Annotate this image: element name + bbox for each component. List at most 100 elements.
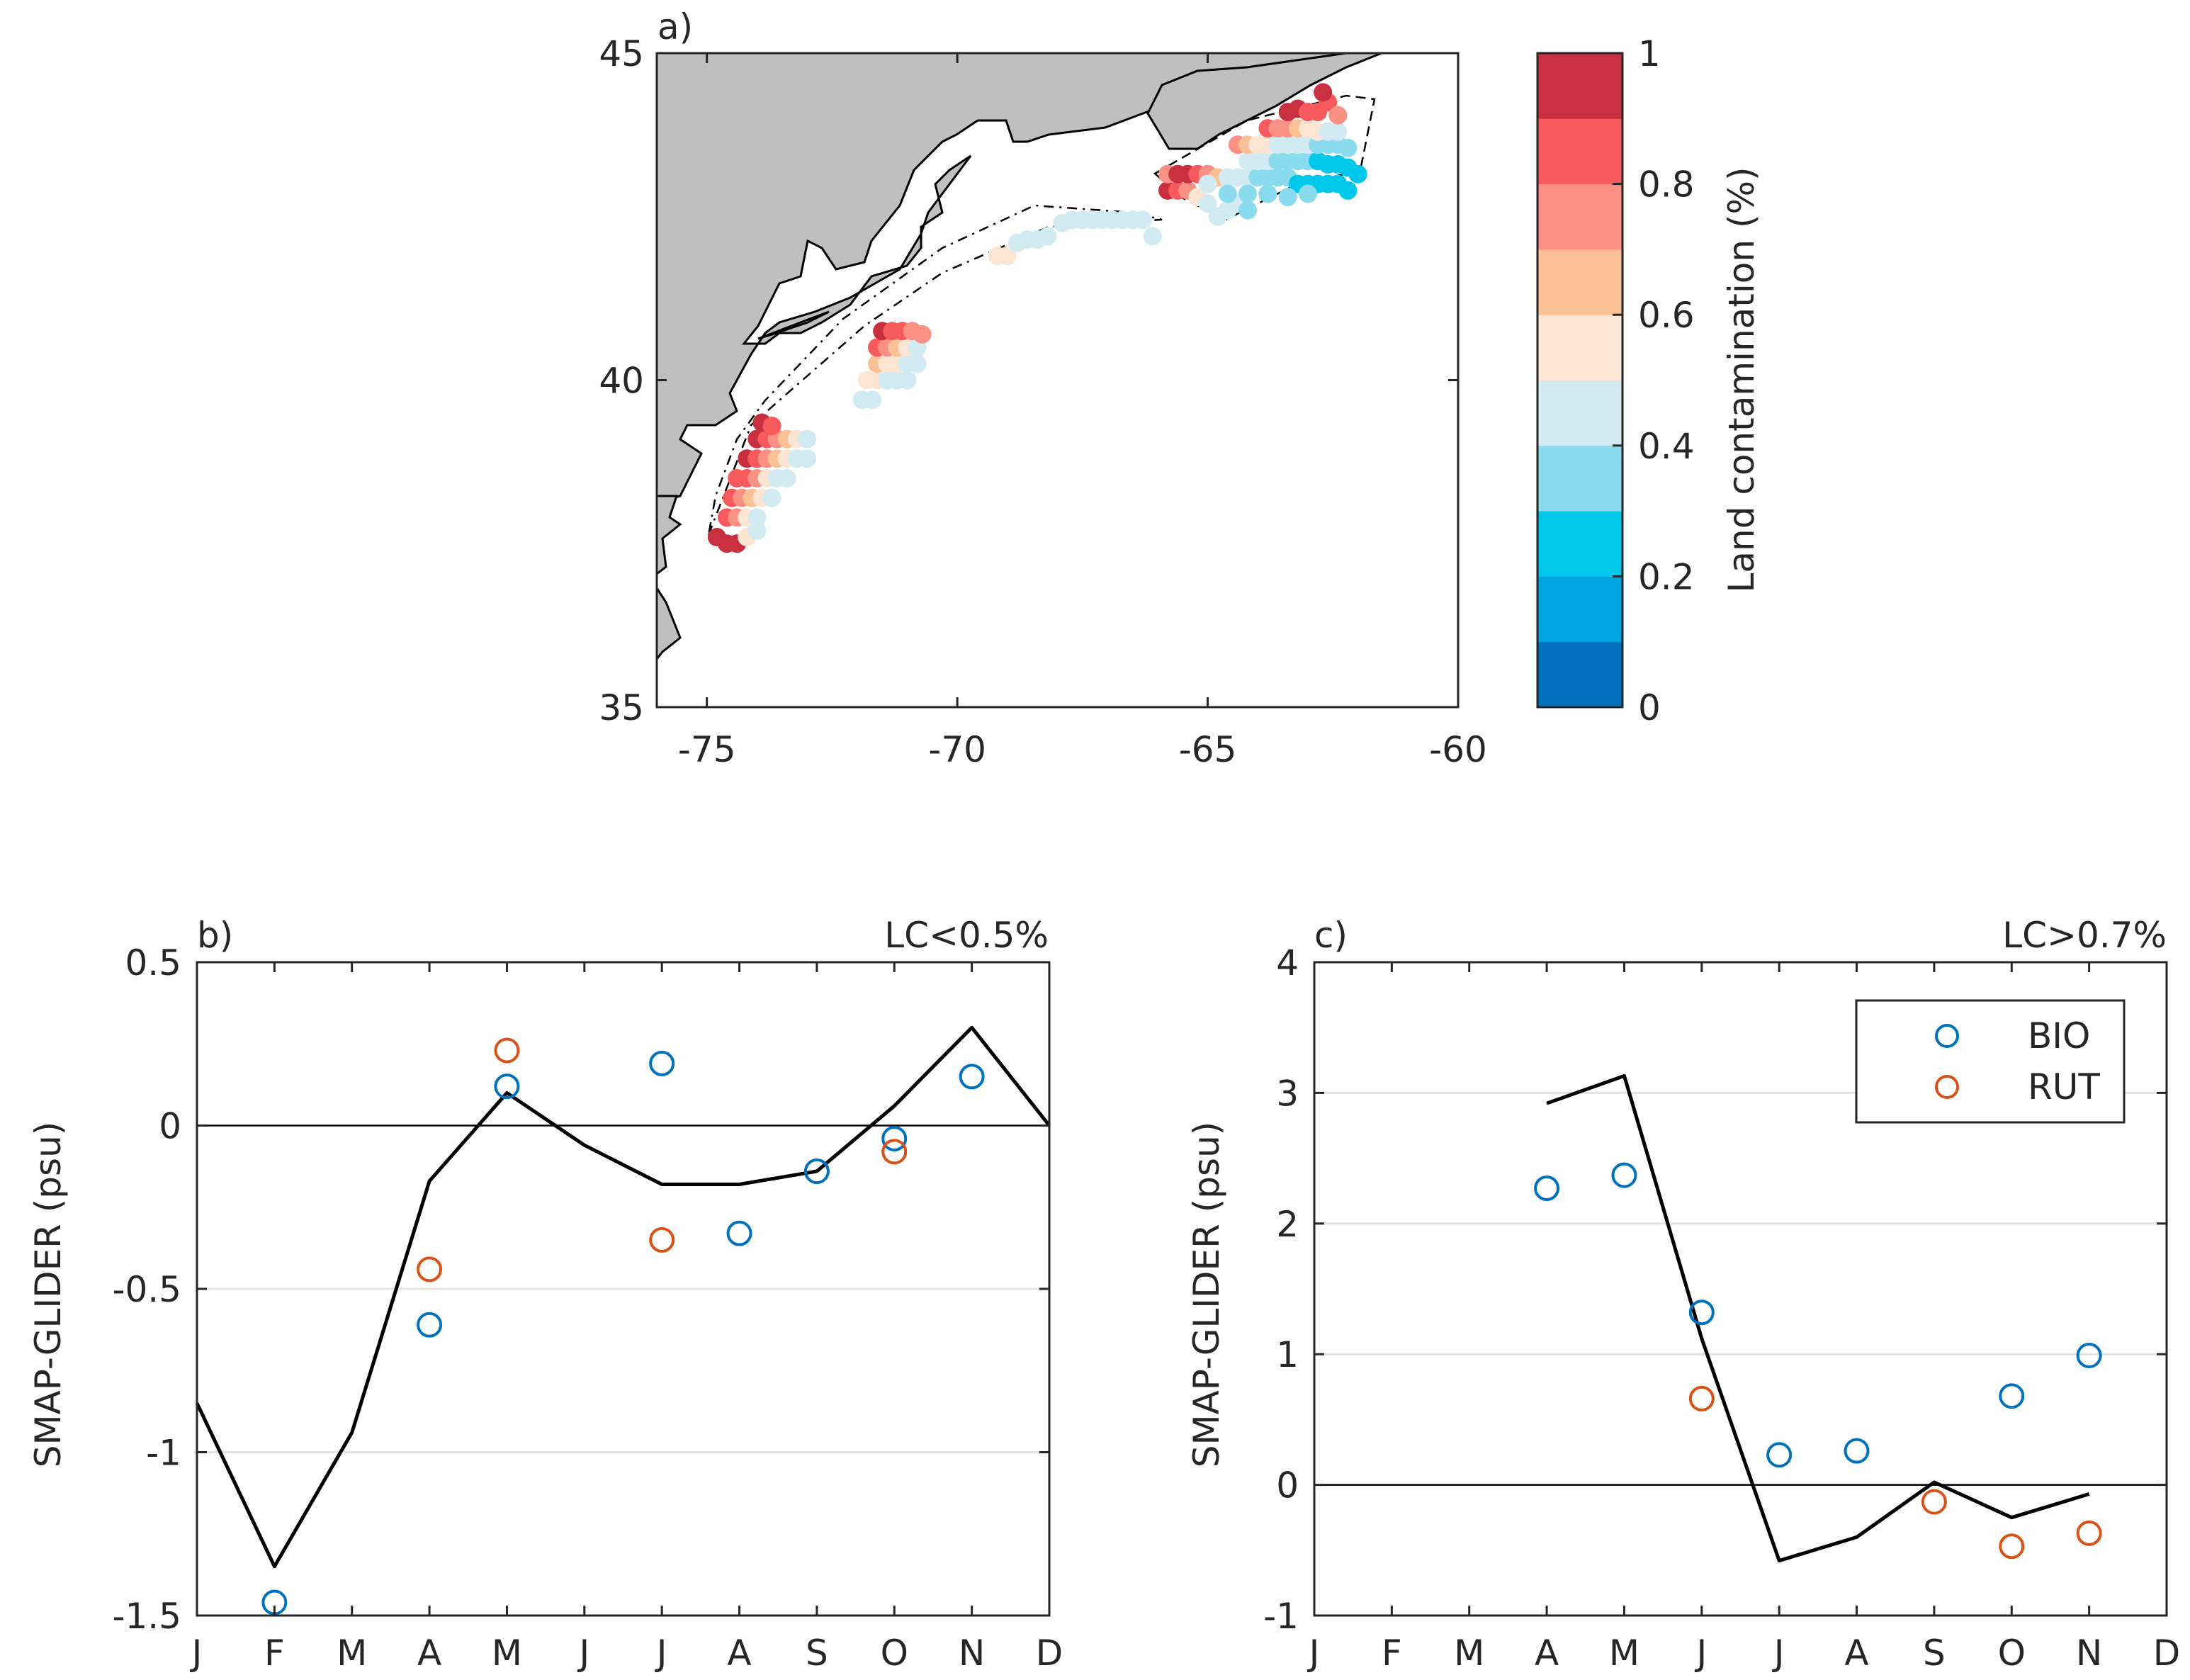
panel-c-line-series bbox=[1546, 1073, 2090, 1563]
lc-point bbox=[1198, 174, 1217, 193]
legend-rut-marker bbox=[1935, 1075, 1959, 1099]
x-tick-label: J bbox=[1307, 1633, 1320, 1674]
lc-point bbox=[762, 488, 781, 507]
monthly-mean-line bbox=[1546, 1073, 2090, 1563]
colorbar-tick-label: 0.2 bbox=[1638, 556, 1695, 597]
legend-bio-label: BIO bbox=[2028, 1015, 2090, 1056]
lc-point bbox=[1278, 188, 1297, 207]
colorbar-swatch bbox=[1537, 315, 1622, 380]
land-nova-scotia bbox=[1146, 53, 1382, 150]
land-contamination-points bbox=[707, 83, 1367, 553]
x-tick-label: A bbox=[1844, 1633, 1868, 1674]
lc-point bbox=[1328, 122, 1348, 141]
land-delmarva bbox=[657, 586, 682, 661]
x-tick-label: N bbox=[2076, 1633, 2102, 1674]
y-tick-label: 0 bbox=[1276, 1465, 1299, 1506]
lc-point bbox=[762, 417, 781, 436]
x-tick-label: M bbox=[337, 1633, 367, 1674]
y-tick-label: 4 bbox=[1276, 942, 1299, 983]
land-long-island bbox=[757, 310, 830, 340]
lc-point bbox=[862, 390, 881, 410]
lc-point bbox=[1238, 184, 1258, 203]
bio-marker bbox=[2076, 1343, 2102, 1369]
bio-marker bbox=[803, 1158, 830, 1185]
panel-b-annotation: LC<0.5% bbox=[884, 915, 1049, 956]
panel-b-line-series bbox=[195, 1025, 1051, 1569]
map-y-tick-label: 45 bbox=[599, 33, 644, 74]
bio-marker bbox=[1766, 1442, 1793, 1468]
x-tick-label: J bbox=[1772, 1633, 1785, 1674]
lc-point bbox=[1038, 227, 1057, 246]
lc-point bbox=[798, 429, 817, 449]
lc-point bbox=[1298, 184, 1317, 203]
x-tick-label: A bbox=[727, 1633, 751, 1674]
map-x-tick-label: -65 bbox=[1179, 729, 1237, 770]
y-tick-label: -1 bbox=[1263, 1596, 1299, 1637]
x-tick-label: D bbox=[1036, 1633, 1063, 1674]
bio-marker bbox=[649, 1050, 675, 1076]
rut-marker bbox=[881, 1139, 908, 1165]
y-tick-label: 0.5 bbox=[125, 942, 181, 983]
lc-point bbox=[913, 325, 932, 344]
y-tick-label: 2 bbox=[1276, 1204, 1299, 1245]
y-tick-label: 3 bbox=[1276, 1073, 1299, 1114]
x-tick-label: S bbox=[1923, 1633, 1946, 1674]
panel-b: b) LC<0.5% SMAP-GLIDER (psu) J F M A M J J A S O N… bbox=[28, 915, 1063, 1674]
colorbar-swatch bbox=[1537, 249, 1622, 315]
x-tick-label: J bbox=[655, 1633, 667, 1674]
legend-box bbox=[1855, 999, 2126, 1124]
x-tick-label: J bbox=[190, 1633, 203, 1674]
colorbar: 0 0.2 0.4 0.6 0.8 1 Land contamination (%) bbox=[1536, 33, 1762, 728]
lc-point bbox=[1198, 194, 1217, 213]
map-area bbox=[657, 53, 1382, 661]
panel-b-gridlines bbox=[197, 1124, 1049, 1453]
panel-c: c) LC>0.7% SMAP-GLIDER (psu) J F M A M J J A S O N… bbox=[1186, 915, 2180, 1674]
region-outline-mid-atlantic bbox=[707, 204, 1163, 536]
rut-marker bbox=[1921, 1489, 1947, 1515]
lc-point bbox=[1338, 138, 1358, 157]
colorbar-swatch bbox=[1537, 118, 1622, 185]
x-tick-label: S bbox=[806, 1633, 828, 1674]
lc-point bbox=[747, 521, 767, 540]
legend: BIO RUT bbox=[1855, 999, 2126, 1124]
x-tick-label: D bbox=[2153, 1633, 2181, 1674]
y-tick-label: -1.5 bbox=[112, 1596, 181, 1637]
bio-marker bbox=[959, 1064, 985, 1090]
y-tick-label: -0.5 bbox=[112, 1269, 181, 1310]
panel-c-axes-box bbox=[1313, 961, 2168, 1617]
map-x-axis: -75 -70 -65 -60 bbox=[678, 53, 1487, 770]
colorbar-tick-label: 0.6 bbox=[1638, 295, 1695, 336]
panel-c-label: c) bbox=[1314, 915, 1348, 956]
x-tick-label: M bbox=[1454, 1633, 1484, 1674]
colorbar-tick-label: 1 bbox=[1638, 33, 1661, 74]
colorbar-tick-label: 0.4 bbox=[1638, 426, 1695, 467]
land-north-america bbox=[657, 53, 1347, 504]
lc-point bbox=[1328, 106, 1348, 125]
x-tick-label: A bbox=[417, 1633, 441, 1674]
colorbar-tick-label: 0.8 bbox=[1638, 164, 1695, 205]
rut-marker bbox=[1999, 1533, 2025, 1560]
panel-c-gridlines bbox=[1314, 1091, 2167, 1486]
colorbar-swatch bbox=[1537, 380, 1622, 446]
land-chesapeake bbox=[657, 495, 682, 575]
y-tick-label: 0 bbox=[159, 1106, 181, 1147]
legend-rut-label: RUT bbox=[2028, 1066, 2100, 1107]
rut-marker bbox=[2076, 1520, 2102, 1546]
lc-point bbox=[1218, 184, 1237, 203]
lc-point bbox=[898, 371, 917, 390]
map-x-tick-label: -60 bbox=[1429, 729, 1487, 770]
bio-marker bbox=[494, 1073, 520, 1100]
x-tick-label: J bbox=[1694, 1633, 1707, 1674]
colorbar-swatch bbox=[1537, 445, 1622, 512]
lc-point bbox=[1348, 164, 1367, 184]
lc-point bbox=[747, 508, 767, 527]
colorbar-swatch bbox=[1537, 184, 1622, 250]
x-tick-label: M bbox=[492, 1633, 522, 1674]
x-tick-label: A bbox=[1535, 1633, 1559, 1674]
x-tick-label: O bbox=[1998, 1633, 2026, 1674]
panel-b-ylabel: SMAP-GLIDER (psu) bbox=[28, 1122, 69, 1468]
y-tick-label: -1 bbox=[146, 1433, 181, 1474]
colorbar-label: Land contamination (%) bbox=[1721, 167, 1762, 593]
y-tick-label: 1 bbox=[1276, 1334, 1299, 1375]
